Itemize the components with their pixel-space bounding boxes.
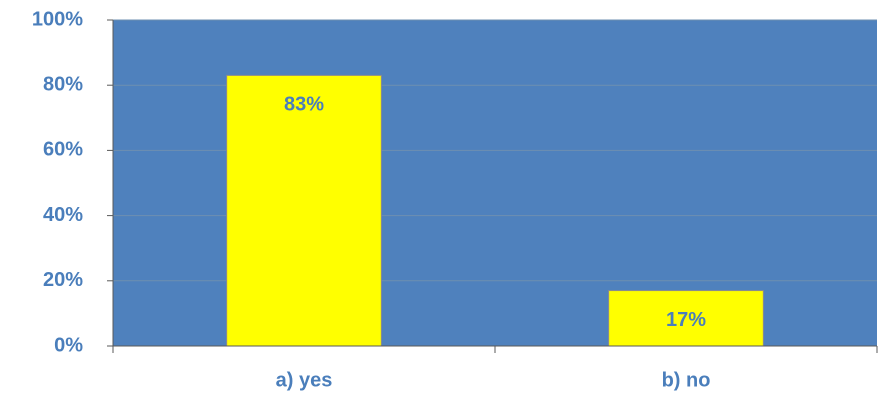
bar [226, 74, 382, 347]
y-tick-label: 40% [43, 204, 83, 226]
bars: 83% 17% [226, 74, 764, 347]
y-tick-label: 20% [43, 269, 83, 291]
data-label: 17% [666, 309, 706, 331]
y-axis-ticks: 0% 20% 40% 60% 80% 100% [32, 8, 113, 356]
data-label: 83% [284, 94, 324, 116]
x-axis-ticks: a) yes b) no [112, 346, 878, 391]
y-tick-label: 0% [54, 334, 83, 356]
bar [608, 290, 764, 347]
y-tick-label: 80% [43, 73, 83, 95]
y-tick-label: 100% [32, 8, 83, 30]
x-category-label: b) no [662, 369, 711, 391]
x-category-label: a) yes [276, 369, 333, 391]
y-tick-label: 60% [43, 139, 83, 161]
